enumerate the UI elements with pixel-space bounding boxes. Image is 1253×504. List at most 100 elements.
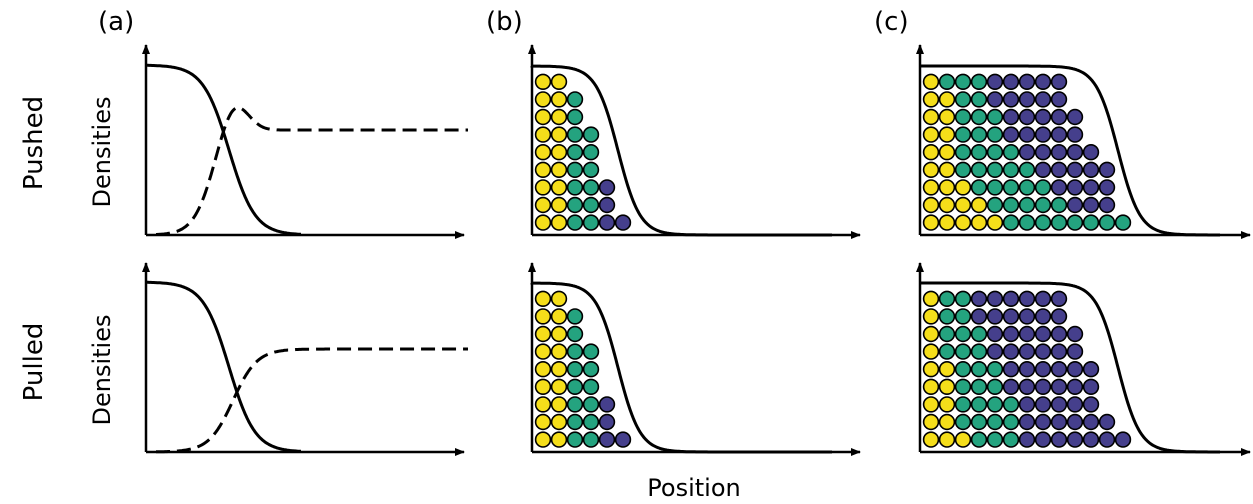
panel-c-pulled-circle bbox=[1002, 325, 1020, 343]
panel-c-pushed-circle bbox=[938, 73, 956, 91]
panel-b-pulled-circle bbox=[582, 361, 600, 378]
ylabel-top: Densities bbox=[88, 97, 116, 208]
panel-c-pulled-circle bbox=[1082, 361, 1100, 378]
panel-c-pulled-circle bbox=[1066, 343, 1084, 360]
panel-c-pushed-circle bbox=[1002, 126, 1020, 143]
panel-b-pulled-circle bbox=[550, 431, 568, 448]
panel-c-pushed-circle bbox=[954, 126, 972, 143]
panel-c-pushed-circle bbox=[1050, 73, 1068, 91]
panel-b-pulled-circle bbox=[566, 343, 584, 360]
panel-c-pulled-circle bbox=[1018, 378, 1036, 395]
panel-c-pushed-circle bbox=[1098, 214, 1116, 231]
panel-c-pushed-circle bbox=[970, 214, 988, 231]
panel-c-pulled-circle bbox=[970, 325, 988, 343]
panel-c-pulled-circle bbox=[1050, 361, 1068, 378]
panel-c-pulled-circle bbox=[1018, 431, 1036, 448]
panel-b-pushed-circle bbox=[582, 179, 600, 196]
panel-c-pulled-circle bbox=[922, 361, 940, 378]
panel-b-pulled-front-curve bbox=[530, 281, 832, 454]
panel-b-pushed-circle bbox=[534, 144, 552, 161]
panel-b-pushed-circle bbox=[550, 73, 568, 91]
panel-b-pushed-circle bbox=[550, 144, 568, 161]
panel-b-pulled-circle bbox=[550, 361, 568, 378]
panel-b-pushed-circle bbox=[550, 196, 568, 214]
panel-b-pulled-circle bbox=[566, 361, 584, 378]
panel-c-pushed-circle bbox=[1050, 108, 1068, 126]
panel-c-pushed-circle bbox=[922, 126, 940, 143]
panel-c-pulled-front-curve bbox=[920, 281, 1220, 454]
panel-c-pushed-circle bbox=[1034, 73, 1052, 91]
panel-c-pushed-circle bbox=[1002, 179, 1020, 196]
panel-c-pushed-circle bbox=[970, 126, 988, 143]
panel-c-pulled-circle bbox=[1050, 378, 1068, 395]
panel-c-pushed-circle bbox=[1050, 196, 1068, 214]
panel-c-pushed-circle bbox=[1082, 144, 1100, 161]
panel-b-pushed-circle bbox=[582, 214, 600, 231]
panel-c-pulled-circle bbox=[954, 361, 972, 378]
panel-c-pushed-circle bbox=[1098, 196, 1116, 214]
panel-c-pushed-circle bbox=[1034, 161, 1052, 179]
panel-b-pushed-circle bbox=[534, 73, 552, 91]
panel-c-pulled-circle bbox=[954, 343, 972, 360]
panel-c-pulled-circle bbox=[938, 290, 956, 307]
panel-b-pushed-circle bbox=[550, 179, 568, 196]
panel-c-pulled-circle bbox=[986, 378, 1004, 395]
panel-b-pulled-circle bbox=[534, 431, 552, 448]
panel-c-pulled-circle bbox=[922, 308, 940, 325]
panel-b-pushed-circle bbox=[534, 179, 552, 196]
panel-b-pulled-circle bbox=[534, 361, 552, 378]
panel-c-pulled-circle bbox=[1066, 396, 1084, 413]
panel-b-pushed-circle bbox=[614, 214, 632, 231]
panel-c-pulled-circle bbox=[954, 308, 972, 325]
panel-c-pushed-circle bbox=[1066, 126, 1084, 143]
panel-c-pushed-circle bbox=[1082, 214, 1100, 231]
panel-c-pushed-circle bbox=[938, 108, 956, 126]
panel-c-pushed-circle bbox=[954, 196, 972, 214]
panel-c-pulled-circle bbox=[1018, 413, 1036, 431]
panel-b-pulled-circle bbox=[566, 308, 584, 325]
panel-c-pushed-circle bbox=[922, 161, 940, 179]
panel-b-pushed-circle bbox=[582, 126, 600, 143]
panel-a-solid-curve-pulled bbox=[146, 280, 301, 453]
panel-b-pulled-circle bbox=[614, 431, 632, 448]
panel-c-pulled-circle bbox=[1114, 431, 1132, 448]
panel-b-pulled-circle bbox=[582, 396, 600, 413]
panel-b-pulled-circle bbox=[550, 378, 568, 395]
panel-c-pushed-circle bbox=[1034, 91, 1052, 108]
panel-c-pushed-circle bbox=[922, 196, 940, 214]
panel-c-pulled-circle bbox=[1050, 396, 1068, 413]
panel-c-pushed-circle bbox=[922, 144, 940, 161]
panel-c-pushed-circle bbox=[1018, 144, 1036, 161]
panel-c-pushed-circle bbox=[922, 73, 940, 91]
panel-b-pushed-circle bbox=[534, 108, 552, 126]
panel-c-pushed-circle bbox=[1050, 161, 1068, 179]
panel-c-pulled-circle bbox=[1082, 378, 1100, 395]
panel-b-pushed-circle bbox=[598, 179, 616, 196]
panel-c-pushed-circle bbox=[922, 179, 940, 196]
panel-c-pulled-circle bbox=[1018, 343, 1036, 360]
panel-b-pushed-circle bbox=[534, 126, 552, 143]
panel-b-pulled-circle bbox=[534, 396, 552, 413]
panel-c-pulled-circle bbox=[1066, 378, 1084, 395]
panel-c-pushed-circle bbox=[922, 91, 940, 108]
row-label-pushed: Pushed bbox=[19, 96, 49, 190]
panel-c-pushed-circle bbox=[1050, 179, 1068, 196]
panel-c-pushed-circle bbox=[1066, 144, 1084, 161]
panel-c-pulled-circle bbox=[1034, 290, 1052, 307]
panel-b-pushed-circle bbox=[550, 126, 568, 143]
panel-c-pushed-circle bbox=[1066, 161, 1084, 179]
panel-c-pushed-circle bbox=[954, 91, 972, 108]
panel-c-pulled-circle bbox=[1034, 396, 1052, 413]
panel-c-pushed-circle bbox=[986, 108, 1004, 126]
panel-c-pushed-circle bbox=[970, 73, 988, 91]
panel-c-pushed-circle bbox=[1002, 161, 1020, 179]
panel-b-pulled-circle bbox=[534, 343, 552, 360]
panel-c-pushed-circle bbox=[1018, 73, 1036, 91]
panel-c-pulled-circle bbox=[986, 308, 1004, 325]
panel-c-pulled-circle bbox=[938, 325, 956, 343]
panel-b-pushed-circle bbox=[566, 144, 584, 161]
panel-b-pushed-circle bbox=[598, 196, 616, 214]
panel-c-pulled-circle bbox=[1050, 413, 1068, 431]
panel-b-pulled-circle bbox=[550, 325, 568, 343]
panel-c-pulled-circle bbox=[986, 413, 1004, 431]
